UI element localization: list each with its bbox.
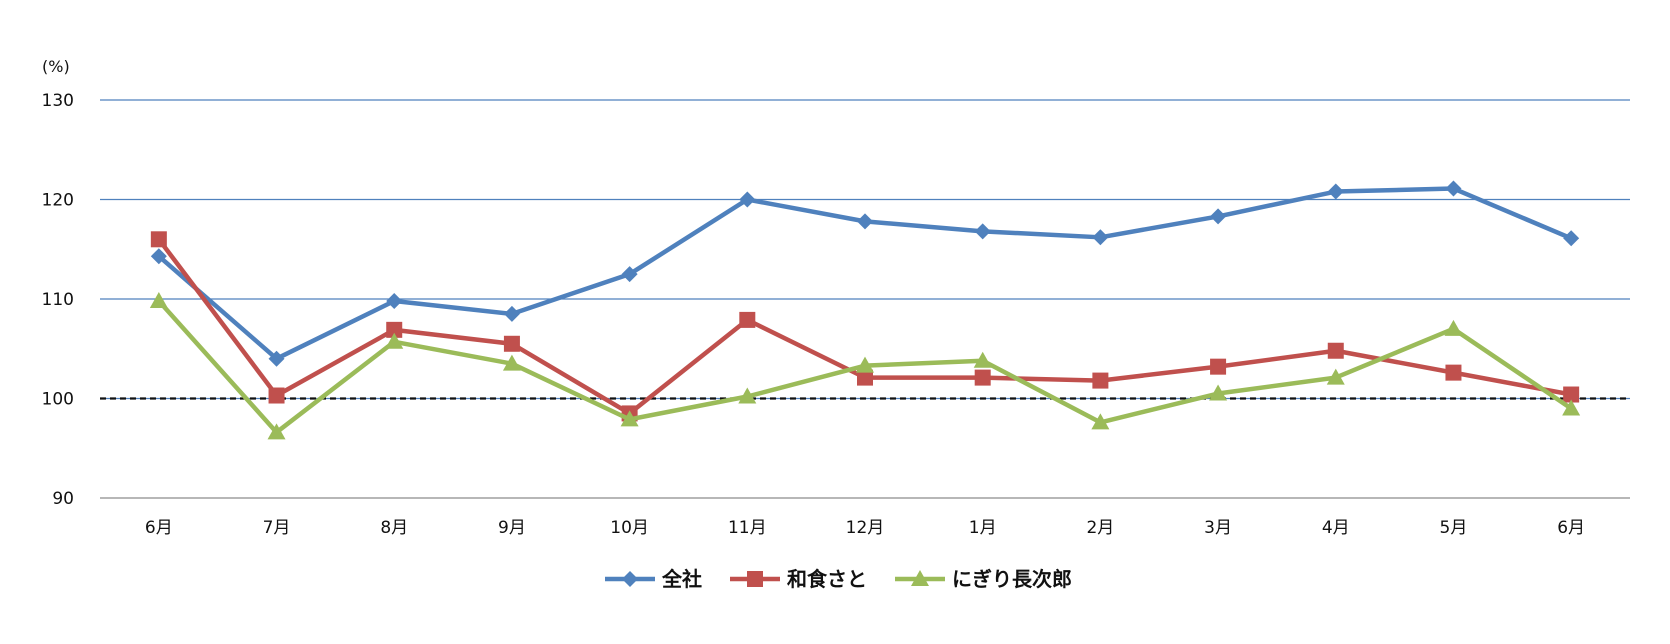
data-point-triangle xyxy=(620,410,639,427)
data-point-triangle xyxy=(502,354,521,371)
data-point-triangle xyxy=(1444,319,1463,336)
data-point-triangle xyxy=(149,291,168,308)
x-tick-label: 10月 xyxy=(610,518,649,538)
data-point-square xyxy=(150,231,167,248)
data-point-diamond xyxy=(268,350,285,367)
data-point-diamond xyxy=(857,213,873,230)
data-point-diamond xyxy=(1445,180,1462,197)
data-point-triangle xyxy=(738,387,757,404)
data-point-diamond xyxy=(1563,230,1580,247)
data-point-square xyxy=(974,369,991,386)
x-tick-label: 9月 xyxy=(498,518,526,538)
legend-item: にぎり長次郎 xyxy=(895,567,1072,591)
data-point-triangle xyxy=(1091,413,1110,430)
series-2 xyxy=(150,231,1580,422)
data-point-square xyxy=(739,311,756,328)
x-tick-label: 5月 xyxy=(1440,518,1468,538)
data-point-triangle xyxy=(267,423,286,440)
y-tick-label: 130 xyxy=(42,91,74,111)
data-point-diamond xyxy=(1210,208,1227,225)
legend-item: 全社 xyxy=(605,567,702,591)
data-point-square xyxy=(1092,372,1109,389)
legend-label: 全社 xyxy=(661,567,702,591)
data-point-square xyxy=(857,369,873,386)
data-point-square xyxy=(747,571,763,587)
x-tick-label: 6月 xyxy=(145,518,173,538)
series-1 xyxy=(150,180,1580,367)
data-point-triangle xyxy=(1326,368,1345,385)
y-tick-label: 110 xyxy=(42,290,74,310)
data-point-triangle xyxy=(911,570,929,586)
data-point-triangle xyxy=(1209,384,1228,401)
data-point-diamond xyxy=(974,223,991,240)
data-point-square xyxy=(503,335,520,352)
y-tick-label: 90 xyxy=(52,489,74,509)
data-point-diamond xyxy=(739,191,756,208)
series-line xyxy=(156,237,1574,416)
series-group xyxy=(149,180,1581,440)
data-point-diamond xyxy=(386,292,403,309)
legend-label: 和食さと xyxy=(787,567,867,591)
data-point-triangle xyxy=(856,356,874,373)
series-3 xyxy=(149,291,1581,440)
x-axis-ticks: 6月 7月 8月 9月 10月 11月 12月 1月 2月 3月 4月 5月 6月 xyxy=(145,518,1585,538)
x-tick-label: 11月 xyxy=(728,518,767,538)
y-tick-label: 120 xyxy=(42,191,74,211)
x-tick-label: 2月 xyxy=(1086,518,1114,538)
x-tick-label: 1月 xyxy=(969,518,997,538)
x-tick-label: 6月 xyxy=(1557,518,1585,538)
data-point-square xyxy=(1445,364,1462,381)
data-point-triangle xyxy=(385,332,404,349)
data-point-square xyxy=(1327,342,1344,359)
x-tick-label: 3月 xyxy=(1204,518,1232,538)
y-axis-ticks: 90 100 110 120 130 xyxy=(42,91,74,509)
data-point-square xyxy=(386,321,403,338)
data-point-diamond xyxy=(1327,183,1344,200)
x-tick-label: 7月 xyxy=(263,518,291,538)
data-point-diamond xyxy=(622,571,638,587)
x-tick-label: 8月 xyxy=(380,518,408,538)
legend-item: 和食さと xyxy=(730,567,867,591)
x-tick-label: 4月 xyxy=(1322,518,1350,538)
data-point-square xyxy=(1563,386,1580,403)
data-point-diamond xyxy=(503,305,520,322)
data-point-triangle xyxy=(1562,399,1581,416)
y-tick-label: 100 xyxy=(42,390,74,410)
legend-label: にぎり長次郎 xyxy=(952,567,1072,591)
data-point-diamond xyxy=(621,266,638,283)
data-point-triangle xyxy=(973,351,992,368)
legend: 全社 和食さと にぎり長次郎 xyxy=(605,567,1072,591)
data-point-diamond xyxy=(1092,229,1109,246)
y-axis-unit-label: (%) xyxy=(42,57,70,76)
data-point-square xyxy=(1210,358,1227,375)
data-point-diamond xyxy=(150,248,167,265)
x-tick-label: 12月 xyxy=(846,518,885,538)
gridlines xyxy=(100,99,1630,499)
data-point-square xyxy=(268,387,285,404)
